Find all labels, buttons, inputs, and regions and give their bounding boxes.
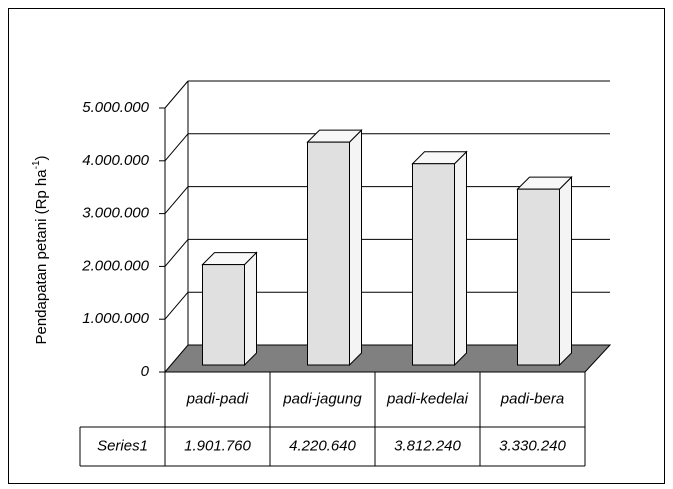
- y-tick-label: 0: [141, 363, 150, 380]
- bar: [517, 188, 560, 366]
- grid-line-side: [164, 239, 189, 267]
- y-tick-label: 1.000.000: [82, 310, 149, 327]
- y-tick-label: 2.000.000: [81, 257, 149, 274]
- x-tick-label: padi-kedelai: [386, 390, 469, 407]
- bar: [307, 141, 350, 366]
- bar: [202, 264, 245, 366]
- x-tick-label: padi-jagung: [282, 390, 362, 407]
- bar-side: [454, 150, 467, 367]
- y-axis-label: Pendapatan petani (Rp ha-1): [31, 155, 50, 344]
- bar-side: [559, 175, 572, 367]
- grid-line-side: [164, 133, 189, 162]
- bar-side: [244, 251, 257, 367]
- data-label: 3.812.240: [394, 437, 461, 454]
- x-tick-label: padi-padi: [186, 390, 249, 407]
- legend-label: Series1: [97, 437, 148, 454]
- data-label: 4.220.640: [289, 437, 356, 454]
- bar-side: [349, 128, 362, 367]
- data-label: 3.330.240: [499, 437, 566, 454]
- y-tick-label: 4.000.000: [82, 152, 149, 169]
- grid-line-side: [164, 80, 189, 109]
- y-tick-label: 5.000.000: [82, 99, 149, 116]
- bar: [412, 163, 455, 366]
- floor: [163, 344, 612, 373]
- x-tick-label: padi-bera: [500, 390, 564, 407]
- grid-line-side: [164, 291, 189, 320]
- y-tick-label: 3.000.000: [82, 205, 149, 222]
- grid-line-side: [164, 186, 189, 214]
- data-label: 1.901.760: [184, 437, 251, 454]
